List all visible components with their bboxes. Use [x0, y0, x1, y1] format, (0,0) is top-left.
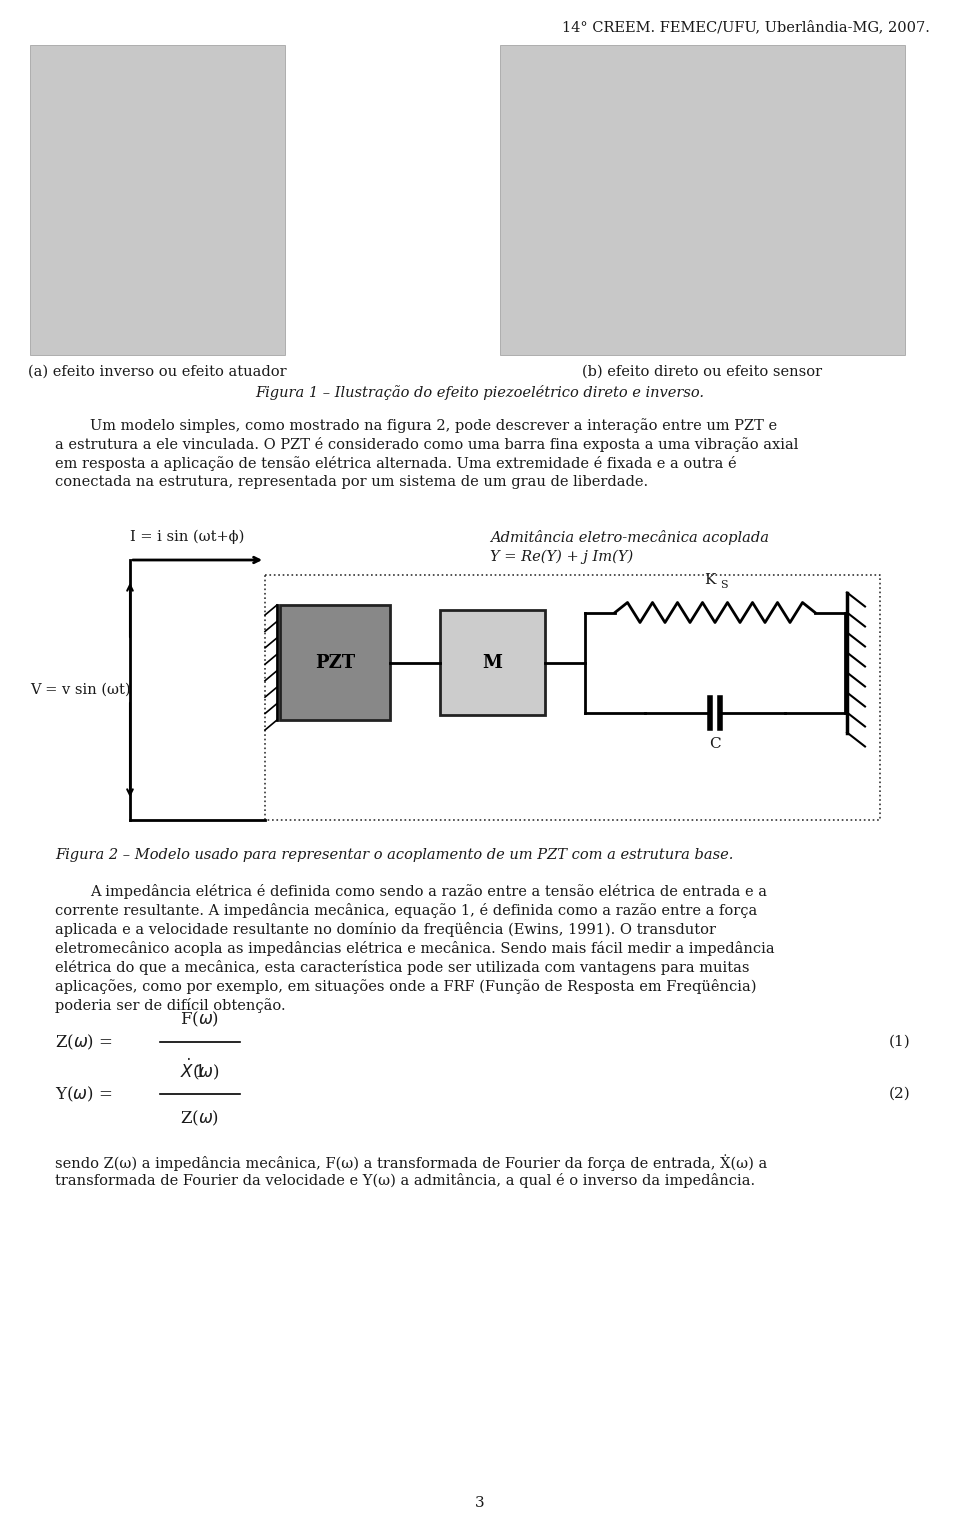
Text: Admitância eletro-mecânica acoplada: Admitância eletro-mecânica acoplada: [490, 530, 769, 545]
Text: Y = Re(Y) + j Im(Y): Y = Re(Y) + j Im(Y): [490, 549, 634, 565]
Text: eletromecânico acopla as impedâncias elétrica e mecânica. Sendo mais fácil medir: eletromecânico acopla as impedâncias elé…: [55, 942, 775, 955]
Text: 3: 3: [475, 1495, 485, 1511]
Text: K: K: [705, 574, 716, 588]
Text: Z($\omega$) =: Z($\omega$) =: [55, 1033, 113, 1051]
Text: a estrutura a ele vinculada. O PZT é considerado como uma barra fina exposta a u: a estrutura a ele vinculada. O PZT é con…: [55, 436, 799, 452]
Text: (a) efeito inverso ou efeito atuador: (a) efeito inverso ou efeito atuador: [28, 365, 287, 378]
Text: C: C: [709, 737, 721, 751]
Text: corrente resultante. A impedância mecânica, equação 1, é definida como a razão e: corrente resultante. A impedância mecâni…: [55, 903, 757, 919]
Text: (1): (1): [888, 1035, 910, 1048]
Text: poderia ser de difícil obtenção.: poderia ser de difícil obtenção.: [55, 998, 286, 1013]
Text: em resposta a aplicação de tensão elétrica alternada. Uma extremidade é fixada e: em resposta a aplicação de tensão elétri…: [55, 456, 736, 472]
Text: 1: 1: [195, 1064, 205, 1080]
Text: transformada de Fourier da velocidade e Y(ω) a admitância, a qual é o inverso da: transformada de Fourier da velocidade e …: [55, 1173, 756, 1189]
Text: Um modelo simples, como mostrado na figura 2, pode descrever a interação entre u: Um modelo simples, como mostrado na figu…: [90, 418, 778, 433]
Text: conectada na estrutura, representada por um sistema de um grau de liberdade.: conectada na estrutura, representada por…: [55, 475, 648, 488]
Bar: [500, 44, 905, 356]
Text: (b) efeito direto ou efeito sensor: (b) efeito direto ou efeito sensor: [583, 365, 823, 378]
Text: V = v sin (ωt): V = v sin (ωt): [30, 684, 131, 697]
Bar: [280, 604, 390, 720]
Text: I = i sin (ωt+ϕ): I = i sin (ωt+ϕ): [130, 530, 245, 545]
Bar: [30, 44, 285, 356]
Text: Figura 1 – Ilustração do efeito piezoelétrico direto e inverso.: Figura 1 – Ilustração do efeito piezoelé…: [255, 385, 705, 400]
Text: $\dot{X}$($\omega$): $\dot{X}$($\omega$): [180, 1058, 220, 1082]
Text: elétrica do que a mecânica, esta característica pode ser utilizada com vantagens: elétrica do que a mecânica, esta caracte…: [55, 960, 750, 975]
Text: sendo Z(ω) a impedância mecânica, F(ω) a transformada de Fourier da força de ent: sendo Z(ω) a impedância mecânica, F(ω) a…: [55, 1154, 767, 1170]
Text: A impedância elétrica é definida como sendo a razão entre a tensão elétrica de e: A impedância elétrica é definida como se…: [90, 884, 767, 899]
Text: Y($\omega$) =: Y($\omega$) =: [55, 1085, 112, 1103]
Text: Figura 2 – Modelo usado para representar o acoplamento de um PZT com a estrutura: Figura 2 – Modelo usado para representar…: [55, 848, 733, 862]
Text: (2): (2): [888, 1087, 910, 1100]
Bar: [440, 610, 545, 716]
Text: 14° CREEM. FEMEC/UFU, Uberlândia-MG, 2007.: 14° CREEM. FEMEC/UFU, Uberlândia-MG, 200…: [563, 20, 930, 34]
Text: PZT: PZT: [315, 653, 355, 671]
Text: Z($\omega$): Z($\omega$): [180, 1109, 220, 1128]
Text: aplicada e a velocidade resultante no domínio da freqüência (Ewins, 1991). O tra: aplicada e a velocidade resultante no do…: [55, 922, 716, 937]
Text: aplicações, como por exemplo, em situações onde a FRF (Função de Resposta em Fre: aplicações, como por exemplo, em situaçõ…: [55, 980, 756, 993]
Text: S: S: [720, 580, 728, 591]
Text: F($\omega$): F($\omega$): [180, 1010, 220, 1029]
Text: M: M: [483, 653, 502, 671]
